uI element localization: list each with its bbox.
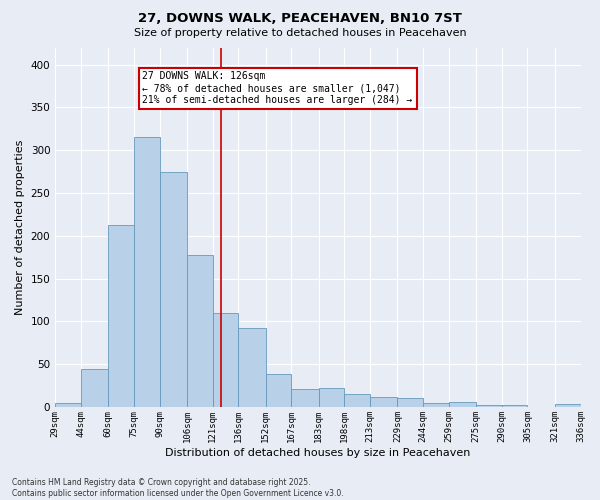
Bar [476, 405, 502, 407]
Bar [55, 402, 81, 407]
Bar [238, 328, 266, 407]
Bar [397, 398, 423, 407]
Bar [134, 138, 160, 407]
Bar [266, 374, 292, 407]
Bar [423, 404, 449, 407]
Bar [502, 405, 527, 407]
Y-axis label: Number of detached properties: Number of detached properties [15, 140, 25, 315]
Bar [449, 402, 476, 407]
Bar [187, 254, 212, 407]
Bar [555, 404, 581, 407]
Text: Size of property relative to detached houses in Peacehaven: Size of property relative to detached ho… [134, 28, 466, 38]
Bar [319, 388, 344, 407]
Bar [370, 396, 397, 407]
Text: 27 DOWNS WALK: 126sqm
← 78% of detached houses are smaller (1,047)
21% of semi-d: 27 DOWNS WALK: 126sqm ← 78% of detached … [142, 72, 413, 104]
X-axis label: Distribution of detached houses by size in Peacehaven: Distribution of detached houses by size … [165, 448, 470, 458]
Bar [81, 370, 108, 407]
Bar [160, 172, 187, 407]
Bar [108, 226, 134, 407]
Text: 27, DOWNS WALK, PEACEHAVEN, BN10 7ST: 27, DOWNS WALK, PEACEHAVEN, BN10 7ST [138, 12, 462, 26]
Text: Contains HM Land Registry data © Crown copyright and database right 2025.
Contai: Contains HM Land Registry data © Crown c… [12, 478, 344, 498]
Bar [212, 313, 238, 407]
Bar [292, 389, 319, 407]
Bar [344, 394, 370, 407]
